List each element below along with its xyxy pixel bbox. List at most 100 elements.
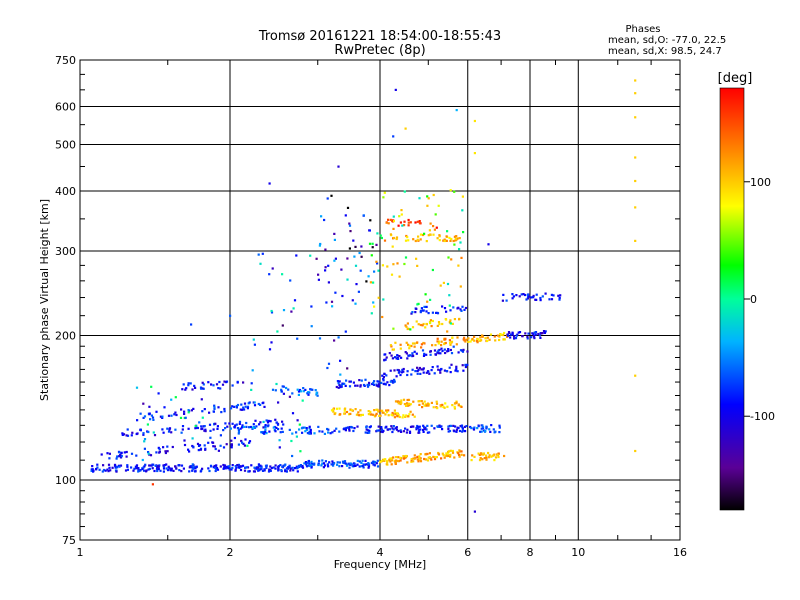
echo-trace-point <box>430 458 433 461</box>
echo-trace-point <box>415 352 418 355</box>
echo-trace-point <box>382 378 385 381</box>
echo-trace-point <box>126 428 129 431</box>
echo-trace-point <box>479 430 482 433</box>
echo-trace-point <box>449 239 452 242</box>
echo-trace-point <box>148 464 151 467</box>
scatter-point <box>392 215 395 218</box>
echo-trace-point <box>298 388 302 392</box>
echo-trace-point <box>242 425 245 428</box>
echo-trace-point <box>435 226 438 229</box>
scatter-point <box>375 243 378 246</box>
scatter-point <box>368 229 371 232</box>
echo-trace-point <box>374 414 377 417</box>
echo-trace-point <box>417 323 420 326</box>
echo-trace-point <box>485 458 488 461</box>
echo-trace-point <box>349 380 352 383</box>
echo-trace-point <box>100 453 103 456</box>
echo-trace-point <box>418 400 421 403</box>
echo-trace-point <box>394 400 398 403</box>
echo-trace-point <box>390 425 393 428</box>
scatter-point <box>398 215 401 218</box>
echo-trace-point <box>317 462 320 465</box>
echo-trace-point <box>372 460 375 463</box>
echo-trace-point <box>195 426 198 429</box>
echo-trace-point <box>404 239 408 242</box>
echo-trace-point <box>326 463 329 466</box>
echo-trace-point <box>237 432 240 435</box>
echo-trace-point <box>407 402 411 405</box>
echo-trace-point <box>453 456 456 459</box>
echo-trace-point <box>304 388 307 391</box>
scatter-point <box>298 423 301 426</box>
echo-trace-point <box>550 293 553 296</box>
echo-trace-point <box>494 456 498 459</box>
echo-trace-point <box>236 464 239 467</box>
echo-trace-point <box>437 451 440 455</box>
echo-trace-point <box>406 461 409 464</box>
scatter-point <box>453 190 456 193</box>
echo-trace-point <box>482 452 485 455</box>
echo-trace-point <box>213 407 216 410</box>
echo-trace-point <box>452 429 455 432</box>
echo-trace-point <box>300 427 304 430</box>
echo-trace-point <box>162 464 165 467</box>
echo-trace-point <box>364 459 367 462</box>
scatter-point <box>339 359 342 362</box>
scatter-point <box>289 279 292 282</box>
echo-trace-point <box>490 455 493 458</box>
echo-trace-point <box>456 336 459 339</box>
echo-trace-point <box>544 330 547 333</box>
echo-trace-point <box>395 456 398 459</box>
echo-trace-point <box>509 333 513 336</box>
echo-trace-point <box>422 371 425 374</box>
echo-trace-point <box>390 354 393 357</box>
echo-trace-point <box>413 342 416 345</box>
echo-trace-point <box>435 311 438 314</box>
echo-trace-point <box>327 465 330 468</box>
echo-trace-point <box>466 350 469 353</box>
chart-title: Tromsø 20161221 18:54:00-18:55:43 <box>258 29 501 44</box>
echo-trace-point <box>369 410 372 413</box>
echo-trace-point <box>470 427 473 430</box>
scatter-point <box>370 254 373 257</box>
echo-trace-point <box>480 452 483 455</box>
echo-trace-point <box>535 298 538 301</box>
echo-trace-point <box>375 408 378 411</box>
echo-trace-point <box>245 425 248 428</box>
echo-trace-point <box>217 387 220 390</box>
echo-trace-point <box>214 447 217 451</box>
echo-trace-point <box>120 455 123 458</box>
echo-trace-point <box>158 464 161 467</box>
echo-trace-point <box>331 460 334 463</box>
echo-trace-point <box>473 335 476 338</box>
echo-trace-point <box>124 469 128 472</box>
scatter-point <box>276 330 279 333</box>
echo-trace-point <box>452 239 455 243</box>
echo-trace-point <box>188 450 191 453</box>
echo-trace-point <box>209 429 212 432</box>
echo-trace-point <box>522 293 525 296</box>
echo-trace-point <box>409 410 412 413</box>
echo-trace-point <box>388 428 391 431</box>
echo-trace-point <box>532 294 535 297</box>
isolated-point <box>634 156 637 159</box>
echo-trace-point <box>336 463 339 466</box>
scatter-point <box>162 446 165 449</box>
echo-trace-point <box>395 428 399 431</box>
scatter-point <box>327 281 330 284</box>
echo-trace-point <box>157 446 160 449</box>
echo-trace-point <box>441 403 444 406</box>
scatter-point <box>362 214 365 217</box>
echo-trace-point <box>436 365 439 368</box>
echo-trace-point <box>386 381 389 384</box>
echo-trace-point <box>355 413 358 416</box>
echo-trace-point <box>322 462 326 465</box>
echo-trace-point <box>360 461 363 464</box>
echo-trace-point <box>439 425 442 428</box>
echo-trace-point <box>241 464 245 467</box>
echo-trace-point <box>388 459 391 462</box>
echo-trace-point <box>367 413 370 416</box>
y-tick-label: 750 <box>55 54 76 67</box>
echo-trace-point <box>196 442 200 445</box>
echo-trace-point <box>329 432 332 435</box>
